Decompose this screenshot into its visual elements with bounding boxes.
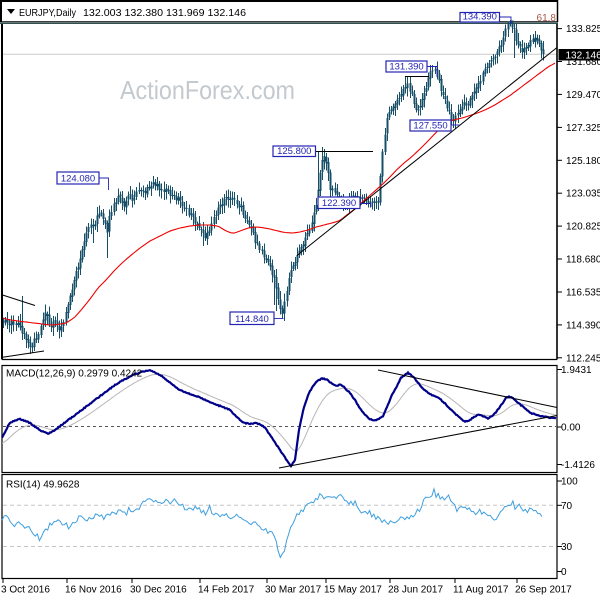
- svg-text:116.535: 116.535: [566, 288, 600, 299]
- svg-text:132.146: 132.146: [566, 50, 600, 61]
- svg-text:132.003 132.380 131.969 132.14: 132.003 132.380 131.969 132.146: [83, 7, 246, 19]
- svg-text:133.825: 133.825: [566, 24, 600, 35]
- svg-text:134.390: 134.390: [463, 12, 497, 23]
- svg-text:125.800: 125.800: [277, 146, 311, 157]
- svg-text:MACD(12,26,9) 0.2979 0.4242: MACD(12,26,9) 0.2979 0.4242: [6, 369, 143, 380]
- svg-text:120.825: 120.825: [566, 222, 600, 233]
- svg-text:131.390: 131.390: [389, 62, 423, 73]
- svg-text:0.00: 0.00: [561, 423, 581, 434]
- svg-text:127.550: 127.550: [413, 121, 447, 132]
- svg-text:1.9431: 1.9431: [561, 365, 592, 376]
- svg-text:16 Nov 2016: 16 Nov 2016: [65, 585, 122, 596]
- svg-text:0: 0: [561, 567, 567, 578]
- svg-text:123.035: 123.035: [566, 189, 600, 200]
- svg-text:114.390: 114.390: [566, 320, 600, 331]
- svg-text:28 Jun 2017: 28 Jun 2017: [388, 585, 443, 596]
- svg-text:127.325: 127.325: [566, 123, 600, 134]
- svg-text:112.245: 112.245: [566, 353, 600, 364]
- svg-text:125.180: 125.180: [566, 156, 600, 167]
- svg-text:RSI(14) 49.9628: RSI(14) 49.9628: [6, 480, 80, 491]
- svg-text:11 Aug 2017: 11 Aug 2017: [453, 585, 509, 596]
- svg-text:100: 100: [561, 477, 578, 488]
- svg-text:70: 70: [561, 501, 573, 512]
- svg-text:61.8: 61.8: [537, 13, 557, 24]
- svg-text:15 May 2017: 15 May 2017: [324, 585, 382, 596]
- svg-text:114.840: 114.840: [235, 314, 269, 325]
- svg-text:14 Feb 2017: 14 Feb 2017: [198, 585, 255, 596]
- svg-text:118.680: 118.680: [566, 255, 600, 266]
- svg-text:124.080: 124.080: [61, 174, 95, 185]
- svg-text:-1.4126: -1.4126: [561, 460, 595, 471]
- svg-text:3 Oct 2016: 3 Oct 2016: [1, 585, 50, 596]
- svg-text:26 Sep 2017: 26 Sep 2017: [515, 585, 572, 596]
- svg-text:122.390: 122.390: [322, 198, 356, 209]
- svg-text:ActionForex.com: ActionForex.com: [120, 75, 295, 105]
- svg-text:30 Dec 2016: 30 Dec 2016: [130, 585, 187, 596]
- svg-text:129.470: 129.470: [566, 90, 600, 101]
- svg-text:30 Mar 2017: 30 Mar 2017: [265, 585, 322, 596]
- svg-text:30: 30: [561, 542, 573, 553]
- svg-text:EURJPY,Daily: EURJPY,Daily: [19, 7, 77, 19]
